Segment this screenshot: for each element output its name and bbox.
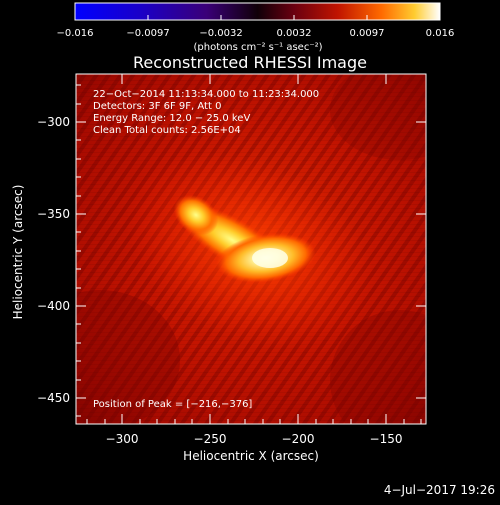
info-line-detectors: Detectors: 3F 6F 9F, Att 0 [93,101,221,112]
colorbar-tick-label: −0.0097 [126,28,169,39]
info-line-time: 22−Oct−2014 11:13:34.000 to 11:23:34.000 [93,89,319,100]
solar-image [76,74,426,424]
x-tick-label: −150 [370,432,403,446]
y-axis-ticks [76,84,426,417]
info-line-energy: Energy Range: 12.0 − 25.0 keV [93,113,250,124]
info-line-counts: Clean Total counts: 2.56E+04 [93,125,241,136]
colorbar-tick-label: 0.0097 [350,28,385,39]
image-shadow [76,290,180,424]
x-tick-label: −250 [194,432,227,446]
colorbar-ticks [74,15,441,20]
colorbar-tick-label: −0.016 [56,28,93,39]
y-axis-label: Heliocentric Y (arcsec) [11,185,25,320]
colorbar-tick-label: 0.0032 [277,28,312,39]
colorbar: −0.016 −0.0097 −0.0032 0.0032 0.0097 0.0… [56,2,455,53]
x-tick-label: −200 [282,432,315,446]
y-tick-label: −450 [37,391,70,405]
colorbar-unit-label: (photons cm⁻² s⁻¹ asec⁻²) [193,42,322,53]
image-shadow [330,310,426,424]
peak-position-text: Position of Peak = [−216,−376] [93,399,252,410]
plot-title: Reconstructed RHESSI Image [133,53,367,72]
y-tick-label: −300 [37,115,70,129]
plot-frame [75,73,427,425]
y-tick-label: −400 [37,299,70,313]
x-tick-label: −300 [106,432,139,446]
colorbar-gradient [74,2,441,21]
x-axis-ticks [86,74,422,424]
colorbar-tick-label: −0.0032 [199,28,242,39]
image-shadow [330,74,426,160]
y-tick-label: −350 [37,207,70,221]
generation-timestamp: 4−Jul−2017 19:26 [384,483,495,497]
x-axis-label: Heliocentric X (arcsec) [183,449,319,463]
emission-source-secondary [173,194,219,236]
emission-core [252,248,288,268]
colorbar-tick-label: 0.016 [426,28,455,39]
